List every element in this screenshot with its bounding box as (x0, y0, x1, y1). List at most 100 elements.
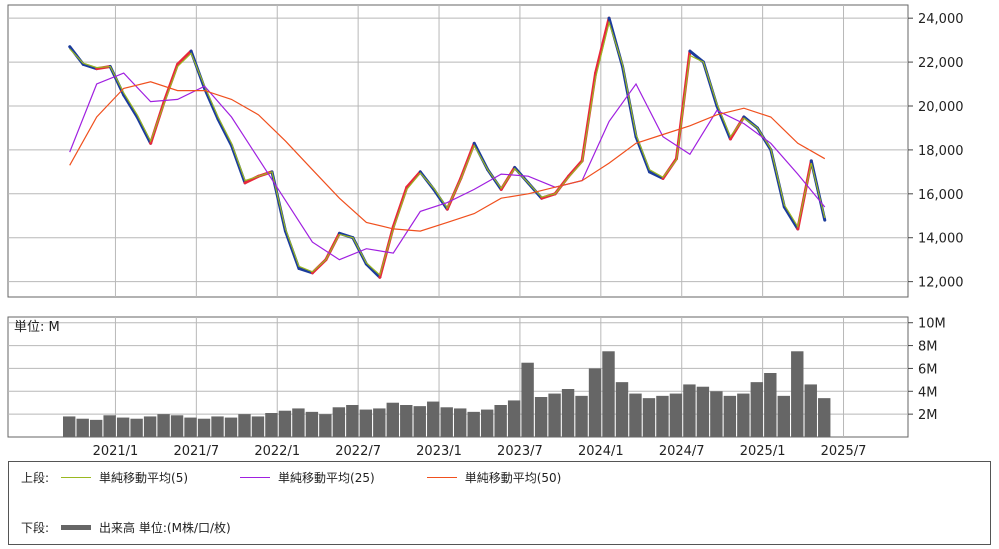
volume-bar (629, 393, 642, 437)
volume-bar (224, 417, 238, 437)
volume-y-label: 6M (918, 362, 938, 377)
ma50-swatch (426, 477, 457, 478)
price-grid (7, 4, 909, 298)
volume-bar (818, 398, 831, 437)
volume-bar (130, 418, 143, 437)
close-price-segment (594, 16, 611, 75)
close-price-segment (782, 205, 800, 231)
volume-bar (669, 393, 683, 437)
volume-bar (63, 416, 76, 437)
volume-y-label: 4M (918, 385, 938, 400)
ma25-label: 単純移動平均(25) (278, 471, 375, 485)
legend-ma25: 単純移動平均(25) (228, 469, 375, 486)
x-tick-label: 2024/1 (578, 444, 624, 459)
volume-bar (359, 409, 373, 437)
volume-bar (615, 382, 629, 437)
volume-bar (305, 411, 319, 437)
volume-bar (656, 395, 669, 437)
volume-bar (683, 384, 696, 437)
volume-bar (265, 413, 278, 437)
volume-bar (319, 414, 332, 437)
x-tick-label: 2025/7 (821, 444, 867, 459)
volume-bar (507, 400, 521, 437)
volume-bar (346, 405, 359, 437)
volume-bar (413, 406, 426, 437)
ma5-swatch (61, 477, 92, 478)
volume-bar (534, 397, 548, 437)
price-y-label: 14,000 (918, 232, 964, 247)
volume-bar (76, 418, 89, 437)
volume-bar (480, 409, 494, 437)
close-price-segment (81, 62, 99, 71)
ma5-label: 単純移動平均(5) (99, 471, 189, 485)
volume-bar (116, 417, 130, 437)
close-price-segment (688, 49, 705, 64)
legend-upper-label: 上段: (21, 471, 50, 485)
volume-bar (710, 391, 723, 437)
volume-bar (548, 393, 561, 437)
x-tick-label: 2025/1 (740, 444, 786, 459)
volume-bar (791, 351, 804, 437)
legend-ma5: 単純移動平均(5) (49, 469, 188, 486)
volume-bar (184, 417, 197, 437)
volume-bar (197, 418, 211, 437)
close-price-segment (203, 86, 220, 121)
volume-y-label: 10M (918, 317, 946, 332)
close-price-segment (230, 144, 247, 185)
price-y-label: 22,000 (918, 56, 964, 71)
price-frame (7, 4, 909, 298)
volume-bar (764, 373, 777, 437)
price-y-label: 12,000 (918, 276, 964, 291)
x-tick-label: 2021/1 (93, 444, 139, 459)
volume-bar (211, 416, 224, 437)
volume-bar (332, 407, 346, 437)
ma25-swatch (240, 477, 271, 478)
volume-bar (602, 351, 615, 437)
legend: 上段: 単純移動平均(5) 単純移動平均(25) 単純移動平均(50) 下段: … (8, 461, 991, 545)
x-tick-label: 2021/7 (173, 444, 219, 459)
volume-y-label: 2M (918, 408, 938, 423)
price-y-axis: 12,000 14,000 16,000 18,000 20,000 22,000 24,0… (908, 12, 964, 291)
volume-bars (63, 351, 831, 437)
close-price-segment (405, 170, 422, 189)
legend-lower-row: 下段: 出来高 単位:(M株/口/枚) (21, 519, 271, 536)
volume-bar (440, 407, 453, 437)
volume-unit-label: 単位: M (14, 319, 60, 335)
volume-bar (521, 362, 534, 437)
x-tick-label: 2022/1 (254, 444, 300, 459)
legend-lower-label: 下段: (21, 521, 50, 535)
volume-bar (467, 411, 480, 437)
volume-bar (696, 386, 710, 437)
volume-bar (238, 414, 251, 437)
date-x-axis: 2021/1 2021/7 2022/1 2022/7 2023/1 2023/7 2024… (93, 444, 867, 459)
moving-average-line (69, 20, 826, 277)
close-price-segment (364, 262, 382, 279)
legend-ma50: 単純移動平均(50) (415, 469, 561, 486)
close-price-segment (176, 49, 193, 66)
close-price-segment (122, 93, 139, 119)
x-tick-label: 2023/7 (497, 444, 543, 459)
legend-volume: 出来高 単位:(M株/口/枚) (49, 519, 231, 536)
volume-bar (804, 384, 817, 437)
volume-y-label: 8M (918, 340, 938, 355)
close-price-segment (135, 115, 153, 145)
volume-bar (588, 368, 602, 437)
volume-bar (103, 415, 116, 437)
legend-upper-row: 上段: 単純移動平均(5) 単純移動平均(25) 単純移動平均(50) (21, 469, 601, 486)
close-price-segment (432, 187, 449, 211)
close-price-segment (391, 185, 409, 229)
volume-bar (278, 410, 292, 437)
volume-bar (170, 415, 184, 437)
volume-bar (777, 395, 790, 437)
x-tick-label: 2024/7 (659, 444, 705, 459)
volume-bar (454, 408, 467, 437)
volume-bar (386, 402, 399, 437)
close-price-segment (283, 229, 301, 270)
volume-bar (143, 416, 157, 437)
close-price-segment (297, 266, 314, 275)
volume-bar (575, 395, 588, 437)
close-price-segment (216, 117, 234, 148)
volume-bar (494, 405, 507, 437)
volume-bar (373, 408, 386, 437)
moving-average-line (69, 81, 826, 232)
